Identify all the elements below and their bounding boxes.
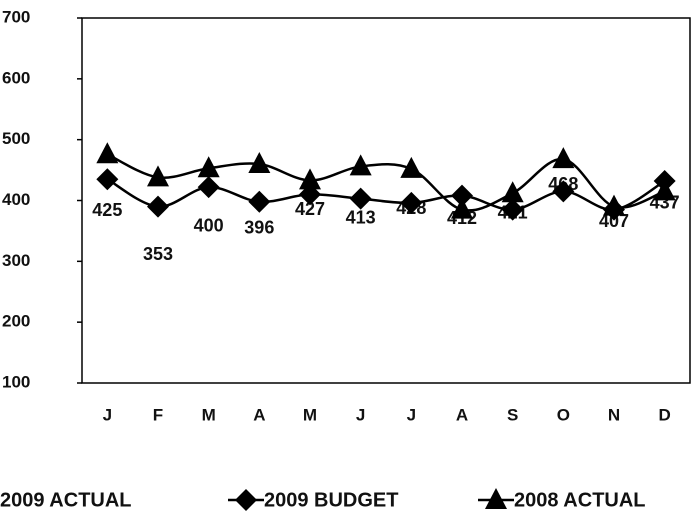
diamond-marker (501, 198, 524, 221)
diamond-marker (451, 184, 473, 207)
diamond-marker (197, 176, 220, 199)
x-tick-label: F (153, 405, 163, 424)
x-tick-label: A (253, 405, 265, 424)
diamond-marker (552, 180, 575, 203)
triangle-marker (653, 179, 676, 201)
data-label: 400 (194, 215, 224, 235)
data-label: 407 (599, 211, 629, 231)
x-tick-label: N (608, 405, 620, 424)
diamond-marker (248, 190, 271, 213)
y-tick-label: 200 (2, 312, 30, 331)
x-tick-label: A (456, 405, 468, 424)
triangle-marker (552, 147, 575, 169)
triangle-marker (96, 142, 119, 164)
y-tick-label: 600 (2, 68, 30, 87)
triangle-marker (299, 168, 321, 190)
triangle-marker (400, 156, 423, 178)
triangle-marker (147, 165, 169, 187)
y-tick-label: 100 (2, 372, 30, 391)
x-tick-label: S (507, 405, 518, 424)
x-tick-label: J (356, 405, 365, 424)
x-tick-label: D (659, 405, 671, 424)
legend-label: 2009 BUDGET (264, 489, 399, 511)
legend-label: 2009 ACTUAL (0, 489, 132, 511)
x-tick-label: J (103, 405, 112, 424)
legend-label: 2008 ACTUAL (514, 489, 646, 511)
y-tick-label: 500 (2, 129, 30, 148)
triangle-marker (603, 194, 625, 216)
y-tick-label: 300 (2, 251, 30, 270)
diamond-marker (96, 168, 119, 191)
triangle-marker (485, 488, 507, 509)
diamond-marker (400, 191, 423, 214)
x-tick-label: M (303, 405, 317, 424)
x-tick-label: J (407, 405, 416, 424)
data-label: 353 (143, 244, 173, 264)
triangle-marker (248, 152, 271, 173)
data-label: 396 (244, 218, 274, 238)
data-label: 413 (346, 207, 376, 227)
x-tick-label: O (557, 405, 570, 424)
series-line (106, 178, 666, 211)
triangle-marker (197, 156, 220, 178)
triangle-marker (501, 181, 524, 203)
diamond-marker (349, 187, 372, 210)
x-tick-label: M (202, 405, 216, 424)
data-label: 427 (295, 199, 325, 219)
triangle-marker (349, 154, 372, 176)
y-tick-label: 700 (2, 7, 30, 26)
data-label: 425 (92, 200, 122, 220)
diamond-marker (235, 489, 257, 511)
triangle-marker (451, 197, 473, 219)
diamond-marker (147, 195, 169, 218)
y-tick-label: 400 (2, 190, 30, 209)
